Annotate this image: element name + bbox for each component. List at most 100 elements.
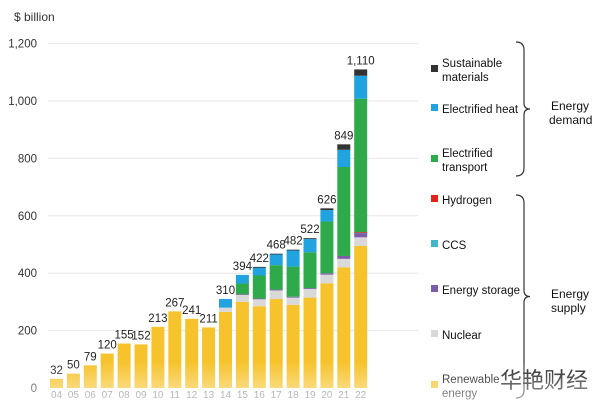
x-tick-label: 08: [119, 390, 131, 400]
bar-segment-electrified-transport: [252, 275, 266, 299]
bar-segment-nuclear: [235, 294, 249, 302]
bar-segment-renewable-energy: [303, 297, 317, 388]
y-tick-label: 1,200: [8, 39, 37, 51]
bar-segment-nuclear: [303, 288, 317, 298]
y-tick-label: 400: [18, 268, 37, 280]
bar-segment-renewable-energy: [235, 301, 249, 388]
bar-segment-electrified-transport: [320, 221, 334, 274]
bar-segment-energy-storage: [286, 296, 300, 298]
bar-segment-electrified-transport: [337, 167, 351, 256]
bar-segment-electrified-transport: [235, 283, 249, 295]
legend-label-transport: Electrified: [442, 148, 493, 160]
bar-segment-nuclear: [286, 297, 300, 305]
x-tick-label: 09: [135, 390, 147, 400]
energy-supply-group-label-line2: supply: [551, 301, 586, 315]
legend-swatch-transport: [431, 155, 438, 162]
y-tick-label: 1,000: [8, 96, 37, 108]
bar-segment-electrified-heat: [320, 210, 334, 222]
y-axis-ticks: 0 200 400 600 800 1,000 1,200: [8, 39, 37, 395]
total-label: 849: [334, 130, 353, 142]
bar-segment-nuclear: [337, 258, 351, 268]
bar-segment-renewable-energy: [219, 311, 232, 388]
bar-segment-renewable-energy: [134, 344, 148, 388]
bar-segment-electrified-transport: [303, 252, 317, 289]
x-tick-label: 05: [68, 390, 80, 400]
bar-segment-energy-storage: [354, 233, 368, 238]
bar-segment-electrified-heat: [286, 250, 300, 267]
legend-label-hydrogen: Hydrogen: [442, 195, 492, 207]
bar-segment-nuclear: [219, 307, 232, 312]
legend: Sustainable materials Electrified heat Elec…: [431, 58, 520, 400]
y-tick-label: 600: [18, 211, 37, 223]
x-tick-label: 18: [288, 390, 300, 400]
legend-label-heat: Electrified heat: [442, 104, 519, 116]
bar-segment-sustainable-materials: [354, 69, 368, 76]
legend-swatch-hydrogen: [431, 195, 438, 202]
y-tick-label: 0: [31, 383, 37, 395]
legend-label-nuclear: Nuclear: [442, 330, 482, 342]
bar-segment-renewable-energy: [151, 326, 165, 388]
bar-segment-renewable-energy: [337, 267, 351, 388]
bar-segment-renewable-energy: [269, 299, 283, 388]
x-tick-label: 04: [51, 390, 63, 400]
energy-demand-brace: [515, 41, 531, 177]
y-axis-unit-label: $ billion: [14, 10, 55, 24]
y-tick-label: 800: [18, 153, 37, 165]
bar-segment-renewable-energy: [117, 343, 131, 388]
x-tick-label: 16: [254, 390, 266, 400]
x-tick-label: 06: [85, 390, 97, 400]
bar-segment-renewable-energy: [202, 327, 216, 388]
bar-segment-sustainable-materials: [303, 238, 317, 240]
legend-label-transport: transport: [442, 162, 488, 174]
x-tick-label: 19: [304, 390, 316, 400]
bar-segment-energy-storage: [337, 255, 351, 259]
bar-segment-renewable-energy: [185, 318, 199, 388]
legend-label-sustainable: Sustainable: [442, 58, 502, 70]
bar-segment-renewable-energy: [252, 306, 266, 388]
bar-segment-nuclear: [320, 274, 334, 284]
bar-segment-electrified-transport: [286, 266, 300, 297]
bar-segment-nuclear: [269, 290, 283, 300]
legend-swatch-nuclear: [431, 330, 438, 337]
bar-segment-nuclear: [354, 237, 368, 246]
total-label: 422: [250, 253, 269, 265]
legend-label-sustainable: materials: [442, 72, 489, 84]
x-tick-label: 07: [102, 390, 114, 400]
bar-segment-electrified-heat: [337, 149, 351, 168]
total-label: 626: [317, 194, 336, 206]
total-label: 394: [233, 261, 253, 273]
bar-segment-energy-storage: [303, 288, 317, 289]
bar-segment-renewable-energy: [100, 353, 114, 388]
x-tick-label: 22: [355, 390, 367, 400]
bar-segment-sustainable-materials: [269, 253, 283, 255]
bar-segment-sustainable-materials: [286, 249, 300, 251]
bar-segment-hydrogen: [354, 232, 368, 233]
bar-segment-electrified-heat: [303, 239, 317, 253]
total-label: 241: [182, 305, 201, 317]
bar-segment-electrified-transport: [269, 265, 283, 290]
total-label: 120: [98, 340, 117, 352]
total-label: 155: [115, 330, 134, 342]
total-label: 213: [148, 313, 167, 325]
bar-segment-electrified-heat: [354, 75, 368, 99]
x-tick-label: 10: [152, 390, 164, 400]
bar-segment-renewable-energy: [83, 365, 97, 388]
watermark-text: 华艳财经: [500, 369, 588, 394]
bar-segment-electrified-transport: [354, 98, 368, 233]
legend-label-ccs: CCS: [442, 240, 467, 252]
y-tick-label: 200: [18, 326, 37, 338]
bar-segment-renewable-energy: [320, 283, 334, 388]
bar-segment-sustainable-materials: [337, 144, 351, 150]
bar-segment-electrified-heat: [252, 267, 266, 276]
total-label: 267: [165, 297, 184, 309]
x-tick-label: 17: [271, 390, 283, 400]
bar-segment-electrified-heat: [235, 274, 249, 284]
x-tick-label: 21: [338, 390, 350, 400]
total-label: 522: [300, 224, 319, 236]
energy-demand-group-label-line2: demand: [549, 113, 592, 127]
legend-label-renewable: energy: [442, 388, 477, 400]
x-tick-label: 20: [321, 390, 333, 400]
total-label: 79: [84, 351, 97, 363]
